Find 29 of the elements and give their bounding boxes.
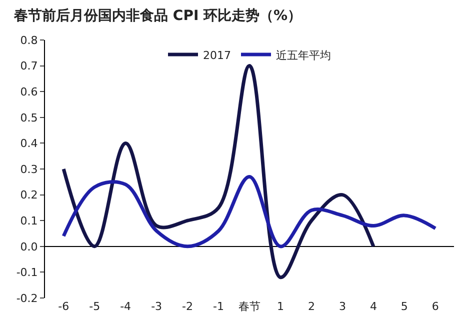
line-series [62, 174, 438, 248]
x-tick-label: -5 [89, 300, 100, 313]
x-tick-label: -4 [120, 300, 132, 313]
y-tick-label: 0.6 [20, 85, 38, 98]
legend-label: 近五年平均 [276, 48, 331, 62]
x-tick-label: 6 [432, 300, 439, 313]
y-tick-label: -0.1 [16, 266, 38, 280]
x-tick-label: -3 [151, 300, 162, 313]
x-tick-label: 4 [370, 300, 377, 313]
y-tick-label: 0.4 [20, 137, 38, 150]
x-tick-label: 春节 [238, 300, 260, 313]
x-tick-label: 3 [338, 300, 346, 313]
x-tick-label: 1 [276, 300, 284, 313]
y-tick-label: -0.2 [16, 292, 38, 305]
y-tick-label: 0.5 [20, 111, 38, 124]
x-tick-label: 5 [400, 300, 408, 313]
y-tick-label: 0.3 [20, 162, 38, 176]
chart-title: 春节前后月份国内非食品 CPI 环比走势（%） [13, 6, 302, 24]
legend-label: 2017 [203, 48, 231, 62]
y-tick-label: 0.1 [20, 214, 38, 228]
y-tick-label: 0.8 [20, 34, 38, 47]
y-tick-label: 0.7 [20, 60, 38, 73]
y-tick-label: 0.2 [20, 188, 38, 202]
x-tick-label: -1 [213, 300, 224, 313]
x-tick-label: -2 [182, 300, 194, 313]
x-tick-label: 2 [308, 300, 315, 313]
y-tick-label: 0.0 [20, 240, 38, 254]
line-series [62, 64, 376, 280]
x-tick-label: -6 [58, 300, 70, 313]
